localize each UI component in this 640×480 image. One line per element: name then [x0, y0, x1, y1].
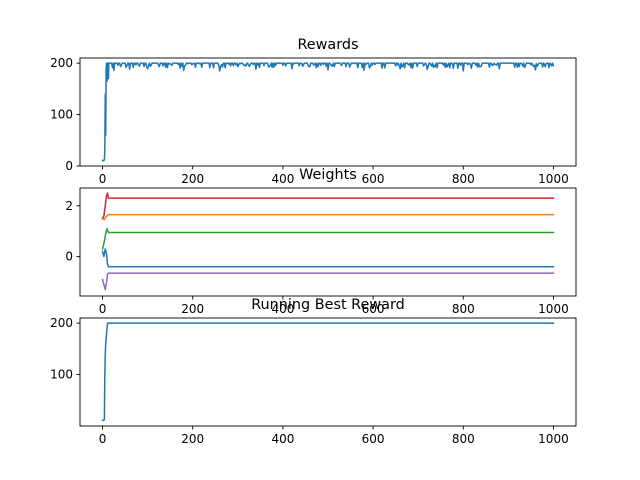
running-best-xtick-label: 400: [271, 432, 294, 446]
weights-series-line-4: [101, 272, 555, 291]
running-best-xtick-label: 800: [452, 432, 475, 446]
weights-xtick-label: 1000: [538, 302, 569, 316]
weights-xtick-label: 800: [452, 302, 475, 316]
weights-x-ticks: 0 200 400 600 800 1000: [99, 296, 569, 316]
running-best-axes: [79, 317, 577, 427]
running-best-title: Running Best Reward: [251, 297, 405, 313]
weights-lines: [101, 192, 555, 291]
running-best-xtick-label: 0: [99, 432, 107, 446]
weights-xtick-label: 200: [181, 302, 204, 316]
rewards-lines: [101, 62, 555, 162]
running-best-ytick-label: 100: [50, 368, 73, 382]
weights-series-line-3: [101, 192, 555, 220]
weights-series-line-1: [101, 213, 555, 221]
rewards-y-ticks: 0 100 200: [50, 56, 80, 173]
rewards-xtick-label: 800: [452, 172, 475, 186]
rewards-ytick-label: 100: [50, 108, 73, 122]
weights-series-line-2: [101, 227, 555, 250]
running-best-y-ticks: 100 200: [50, 316, 80, 382]
rewards-axes: [79, 57, 577, 167]
running-best-lines: [101, 322, 555, 422]
weights-panel: Weights 0 200 400 600 800 1000 02: [65, 167, 577, 316]
rewards-xtick-label: 1000: [538, 172, 569, 186]
rewards-x-ticks: 0 200 400 600 800 1000: [99, 166, 569, 186]
running-best-xtick-label: 1000: [538, 432, 569, 446]
rewards-panel: Rewards 0 200 400 600 800 1000 0 100 200: [50, 37, 577, 186]
running-best-xtick-label: 200: [181, 432, 204, 446]
weights-xtick-label: 0: [99, 302, 107, 316]
weights-title: Weights: [299, 167, 357, 183]
running-best-x-ticks: 0 200 400 600 800 1000: [99, 426, 569, 446]
rewards-title: Rewards: [297, 37, 358, 53]
rewards-xtick-label: 200: [181, 172, 204, 186]
rewards-ytick-label: 200: [50, 56, 73, 70]
rewards-series-line-0: [101, 62, 555, 162]
running-best-panel: Running Best Reward 0 200 400 600 800 1000 10…: [50, 297, 577, 446]
rewards-xtick-label: 400: [271, 172, 294, 186]
rewards-xtick-label: 0: [99, 172, 107, 186]
weights-y-ticks: 02: [65, 199, 80, 264]
running-best-xtick-label: 600: [362, 432, 385, 446]
running-best-series-line-0: [101, 322, 555, 422]
rewards-xtick-label: 600: [362, 172, 385, 186]
weights-series-line-0: [101, 248, 555, 268]
weights-xtick-label: 400: [271, 302, 294, 316]
weights-ytick-label: 0: [65, 250, 73, 264]
rewards-ytick-label: 0: [65, 159, 73, 173]
weights-xtick-label: 600: [362, 302, 385, 316]
weights-axes: [79, 187, 577, 297]
weights-ytick-label: 2: [65, 199, 73, 213]
running-best-ytick-label: 200: [50, 316, 73, 330]
